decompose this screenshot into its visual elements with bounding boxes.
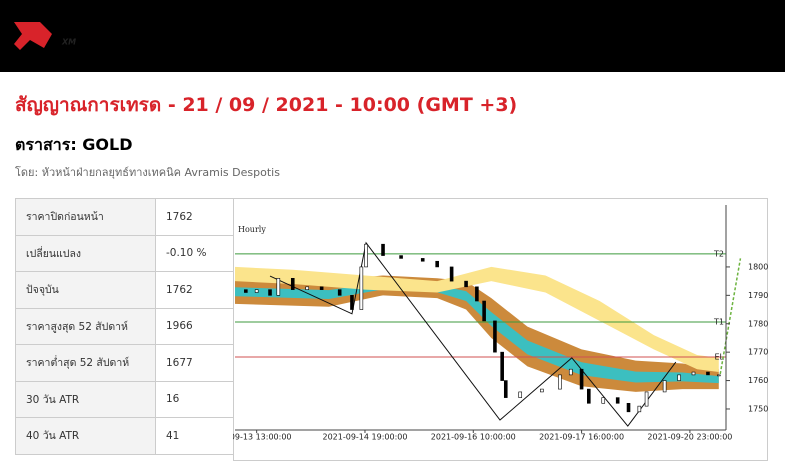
cell-label: 30 วัน ATR <box>15 380 156 418</box>
zigzag <box>269 241 677 427</box>
cell-value: -0.10 % <box>155 234 234 272</box>
candle <box>276 277 281 296</box>
table-row: ราคาปิดก่อนหน้า 1762 <box>15 198 234 236</box>
candle <box>381 243 385 256</box>
level-label: T2 <box>713 249 724 258</box>
candle <box>503 380 508 398</box>
logo-icon <box>14 22 52 50</box>
candle <box>601 397 606 404</box>
y-tick-label: 1800 <box>748 262 768 271</box>
projection <box>719 258 742 375</box>
candle <box>615 397 620 404</box>
candle <box>579 368 584 390</box>
candle <box>518 391 523 398</box>
candle <box>350 295 354 310</box>
cell-label: ราคาปิดก่อนหน้า <box>15 198 156 236</box>
candle <box>359 266 364 310</box>
cell-label: เปลี่ยนแปลง <box>15 234 156 272</box>
cell-value: 1762 <box>155 271 234 309</box>
cell-label: ราคาต่ำสุด 52 สัปดาห์ <box>15 344 156 382</box>
y-tick-label: 1760 <box>748 376 768 385</box>
table-row: ปัจจุบัน 1762 <box>15 271 234 309</box>
page-title: สัญญาณการเทรด - 21 / 09 / 2021 - 10:00 (… <box>15 94 518 116</box>
table-row: 40 วัน ATR 41 <box>15 417 234 455</box>
y-tick-label: 1780 <box>748 319 768 328</box>
candle <box>493 320 497 353</box>
candle <box>500 351 504 381</box>
logo-text: XM <box>61 38 76 47</box>
instrument: ตราสาร: GOLD <box>15 135 133 154</box>
table-row: ราคาสูงสุด 52 สัปดาห์ 1966 <box>15 307 234 345</box>
x-tick-label: 2021-09-17 16:00:00 <box>539 433 624 442</box>
candle <box>587 388 591 404</box>
candle <box>482 300 486 322</box>
candle <box>691 371 696 376</box>
header: XM <box>0 0 785 72</box>
candle <box>319 286 324 290</box>
candle <box>420 258 425 262</box>
chart: Hourly T2 T1 EL 1750 1760 1770 1780 1790 1800 1-0… <box>233 198 768 461</box>
candle <box>558 374 562 390</box>
stats-table: ราคาปิดก่อนหน้า 1762 เปลี่ยนแปลง -0.10 % ปัจ… <box>15 198 234 455</box>
table-row: ราคาต่ำสุด 52 สัปดาห์ 1677 <box>15 344 234 382</box>
candle <box>290 277 295 290</box>
logo: XM <box>14 22 76 50</box>
cell-value: 1677 <box>155 344 234 382</box>
y-tick-label: 1770 <box>748 348 768 357</box>
y-tick-label: 1750 <box>748 404 768 413</box>
candle <box>449 266 454 282</box>
candle <box>716 374 721 377</box>
candle <box>637 405 642 413</box>
candle <box>464 280 468 288</box>
band <box>235 275 719 392</box>
x-tick-label: 2021-09-16 10:00:00 <box>431 433 516 442</box>
candle <box>254 289 259 293</box>
candle <box>364 243 368 268</box>
cell-label: ราคาสูงสุด 52 สัปดาห์ <box>15 307 156 345</box>
cell-value: 16 <box>155 380 234 418</box>
candle <box>568 368 573 376</box>
candle <box>244 289 248 293</box>
candle <box>337 289 342 296</box>
level-label: T1 <box>713 318 724 327</box>
x-tick-label: 1-09-13 13:00:00 <box>233 433 292 442</box>
byline: โดย: หัวหน้าฝ่ายกลยุทธ์ทางเทคนิค Avramis… <box>15 166 280 179</box>
candle <box>644 391 649 407</box>
candle <box>662 380 667 393</box>
candle <box>540 388 544 393</box>
y-tick-label: 1790 <box>748 291 768 300</box>
level-label: EL <box>714 352 724 361</box>
cell-value: 41 <box>155 417 234 455</box>
chart-title: Hourly <box>238 225 266 234</box>
candle <box>677 374 681 381</box>
candle <box>626 402 631 413</box>
cell-label: ปัจจุบัน <box>15 271 156 309</box>
cell-value: 1762 <box>155 198 234 236</box>
candle <box>399 255 403 259</box>
candle <box>268 289 272 296</box>
table-row: 30 วัน ATR 16 <box>15 380 234 418</box>
cell-label: 40 วัน ATR <box>15 417 156 455</box>
candle <box>305 286 310 290</box>
band <box>235 266 719 373</box>
table-row: เปลี่ยนแปลง -0.10 % <box>15 234 234 272</box>
candle <box>706 371 710 376</box>
x-tick-label: 2021-09-20 23:00:00 <box>647 433 732 442</box>
candle <box>475 286 479 302</box>
candle <box>435 260 439 268</box>
x-tick-label: 2021-09-14 19:00:00 <box>322 433 407 442</box>
band-core <box>235 282 719 384</box>
cell-value: 1966 <box>155 307 234 345</box>
